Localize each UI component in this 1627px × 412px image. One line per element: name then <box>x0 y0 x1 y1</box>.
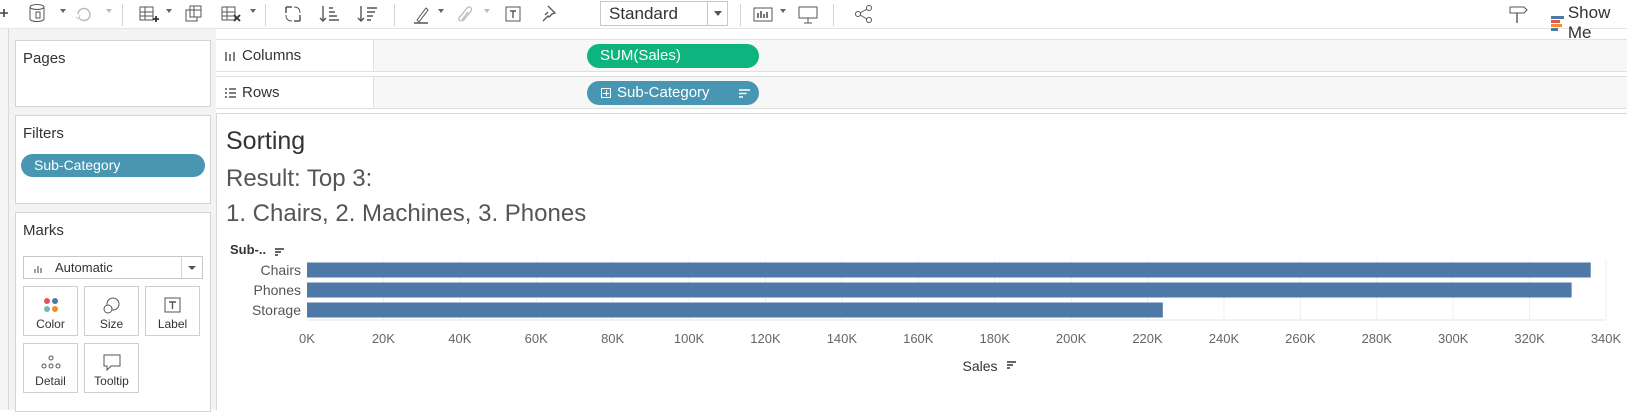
chevron-down-icon[interactable] <box>438 9 444 13</box>
size-button-label: Size <box>99 317 124 331</box>
datasource-icon[interactable] <box>28 3 48 25</box>
detail-button-label: Detail <box>35 374 66 388</box>
rows-shelf-label: Rows <box>242 84 280 101</box>
show-me-bar <box>1551 19 1560 23</box>
chevron-down-icon[interactable] <box>181 257 202 278</box>
signpost-icon[interactable] <box>1507 3 1529 25</box>
mark-type-value: Automatic <box>55 260 113 275</box>
size-icon <box>103 297 119 314</box>
pages-card-title: Pages <box>23 50 66 67</box>
new-worksheet-icon[interactable] <box>138 3 160 25</box>
toolbar-separator <box>833 4 834 26</box>
chevron-down-icon[interactable] <box>166 9 172 13</box>
toolbar-separator <box>122 4 123 26</box>
toolbar-separator <box>265 4 266 26</box>
presentation-icon[interactable] <box>797 3 819 25</box>
duplicate-sheet-icon[interactable] <box>183 3 205 25</box>
tooltip-icon <box>103 354 120 372</box>
columns-pill-sum-sales[interactable]: SUM(Sales) <box>587 44 759 68</box>
view-subtitle-line2: 1. Chairs, 2. Machines, 3. Phones <box>226 200 587 227</box>
color-icon <box>43 298 58 312</box>
chevron-down-icon[interactable] <box>707 2 727 25</box>
columns-icon <box>225 52 235 61</box>
filter-pill-sub-category[interactable]: Sub-Category <box>21 154 205 177</box>
rows-shelf-header: Rows <box>216 77 374 108</box>
size-button[interactable]: Size <box>84 286 139 336</box>
rows-pill-sub-category[interactable]: Sub-Category <box>587 81 759 105</box>
clear-sheet-icon[interactable] <box>220 3 244 25</box>
columns-shelf-label: Columns <box>242 47 302 64</box>
marks-card-title: Marks <box>23 222 64 239</box>
color-button-label: Color <box>36 317 65 331</box>
sort-ascending-icon[interactable] <box>318 3 340 25</box>
mark-type-select[interactable]: Automatic <box>23 256 203 279</box>
toolbar: Standard Show Me <box>0 0 1627 42</box>
chevron-down-icon[interactable] <box>780 9 786 13</box>
columns-shelf[interactable]: Columns SUM(Sales) <box>216 39 1627 72</box>
cards-panel: Pages Filters Sub-Category Marks Automat… <box>9 29 216 412</box>
view-title: Sorting <box>226 127 306 155</box>
columns-shelf-header: Columns <box>216 40 374 71</box>
new-sheet-icon[interactable] <box>0 3 10 25</box>
view-size-value: Standard <box>609 4 678 23</box>
rows-shelf[interactable]: Rows Sub-Category <box>216 76 1627 109</box>
chevron-down-icon[interactable] <box>106 9 112 13</box>
bar-mark-icon <box>34 266 42 273</box>
refresh-icon[interactable] <box>74 3 94 25</box>
view-size-select[interactable]: Standard <box>600 1 728 26</box>
chevron-down-icon[interactable] <box>60 9 66 13</box>
toolbar-separator <box>740 4 741 26</box>
swap-rows-columns-icon[interactable] <box>282 3 304 25</box>
chevron-down-icon[interactable] <box>484 9 490 13</box>
show-me-button[interactable]: Show Me <box>1551 3 1627 43</box>
tooltip-button-label: Tooltip <box>94 374 129 388</box>
filters-card[interactable]: Filters Sub-Category <box>15 115 211 204</box>
label-button[interactable]: Label <box>145 286 200 336</box>
bar-chart-icon[interactable] <box>752 3 774 25</box>
left-collapsed-strip <box>0 29 9 410</box>
expand-icon[interactable] <box>601 88 611 98</box>
show-me-bar <box>1551 15 1564 19</box>
label-button-label: Label <box>157 317 188 331</box>
text-label-icon[interactable] <box>504 3 524 25</box>
attach-icon[interactable] <box>456 3 476 25</box>
filters-card-title: Filters <box>23 125 64 142</box>
rows-pill-label: Sub-Category <box>617 84 710 101</box>
show-me-bar <box>1551 27 1558 31</box>
view-canvas <box>216 113 1627 410</box>
toolbar-separator <box>394 4 395 26</box>
label-icon <box>164 297 180 313</box>
show-me-bar <box>1551 23 1562 27</box>
sort-indicator-icon <box>739 89 750 98</box>
pages-card[interactable]: Pages <box>15 40 211 107</box>
rows-icon <box>225 88 236 98</box>
show-me-icon <box>1551 15 1564 31</box>
highlight-icon[interactable] <box>412 3 432 25</box>
view-subtitle-line1: Result: Top 3: <box>226 165 373 192</box>
tooltip-button[interactable]: Tooltip <box>84 343 139 393</box>
marks-card: Marks Automatic Color Size Label Detail … <box>15 212 211 412</box>
detail-button[interactable]: Detail <box>23 343 78 393</box>
share-icon[interactable] <box>854 3 874 25</box>
sort-descending-icon[interactable] <box>356 3 378 25</box>
chevron-down-icon[interactable] <box>250 9 256 13</box>
show-me-label: Show Me <box>1567 3 1611 42</box>
detail-icon <box>41 355 60 369</box>
pin-icon[interactable] <box>540 3 560 25</box>
color-button[interactable]: Color <box>23 286 78 336</box>
